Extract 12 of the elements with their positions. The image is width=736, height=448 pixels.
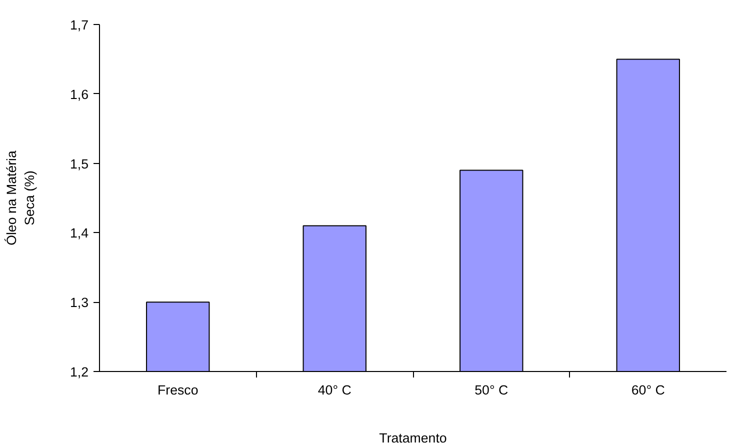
y-tick-label: 1,6: [70, 86, 89, 102]
y-tick-label: 1,7: [70, 18, 89, 32]
y-axis-title: Óleo na Matéria Seca (%): [4, 150, 37, 246]
x-tick-label: Fresco: [158, 382, 198, 398]
y-tick-label: 1,4: [70, 226, 90, 241]
x-tick-label: 60° C: [631, 382, 666, 398]
x-tick-label: 40° C: [318, 382, 352, 398]
x-axis-title: Tratamento: [379, 430, 447, 446]
y-tick-label: 1,5: [70, 156, 89, 172]
y-tick-label: 1,3: [70, 295, 89, 310]
y-tick-label: 1,2: [70, 364, 89, 380]
x-tick-label: 50° C: [474, 382, 508, 398]
